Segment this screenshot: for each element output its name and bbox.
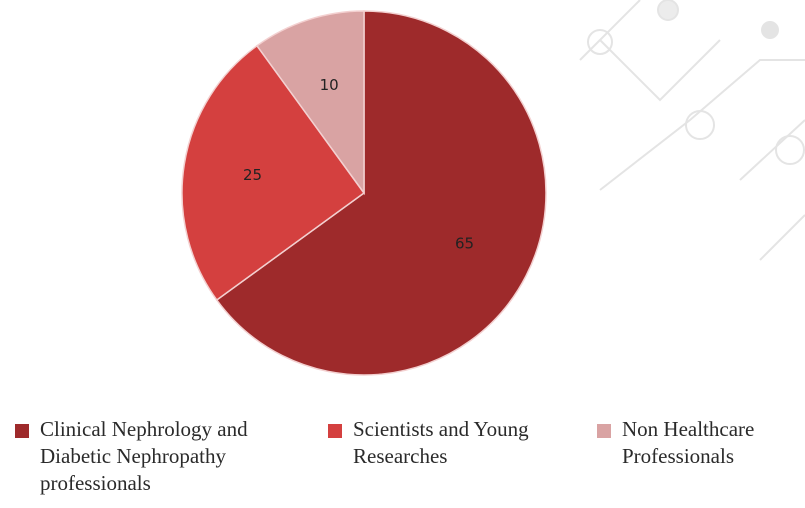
legend-item: Scientists and Young Researches — [328, 416, 603, 470]
data-label: 10 — [320, 76, 339, 94]
data-label: 65 — [455, 235, 474, 253]
legend-swatch — [328, 424, 342, 438]
legend-label: Non Healthcare Professionals — [622, 416, 805, 470]
legend-item: Non Healthcare Professionals — [597, 416, 805, 470]
page: 65 25 10 Clinical Nephrology and Diabetic … — [0, 0, 805, 508]
legend-swatch — [15, 424, 29, 438]
legend-item: Clinical Nephrology and Diabetic Nephrop… — [15, 416, 300, 497]
data-label: 25 — [243, 166, 262, 184]
legend-label: Scientists and Young Researches — [353, 416, 603, 470]
pie: 65 25 10 — [182, 11, 546, 375]
legend-label: Clinical Nephrology and Diabetic Nephrop… — [40, 416, 300, 497]
background-decoration — [580, 0, 805, 260]
legend-swatch — [597, 424, 611, 438]
